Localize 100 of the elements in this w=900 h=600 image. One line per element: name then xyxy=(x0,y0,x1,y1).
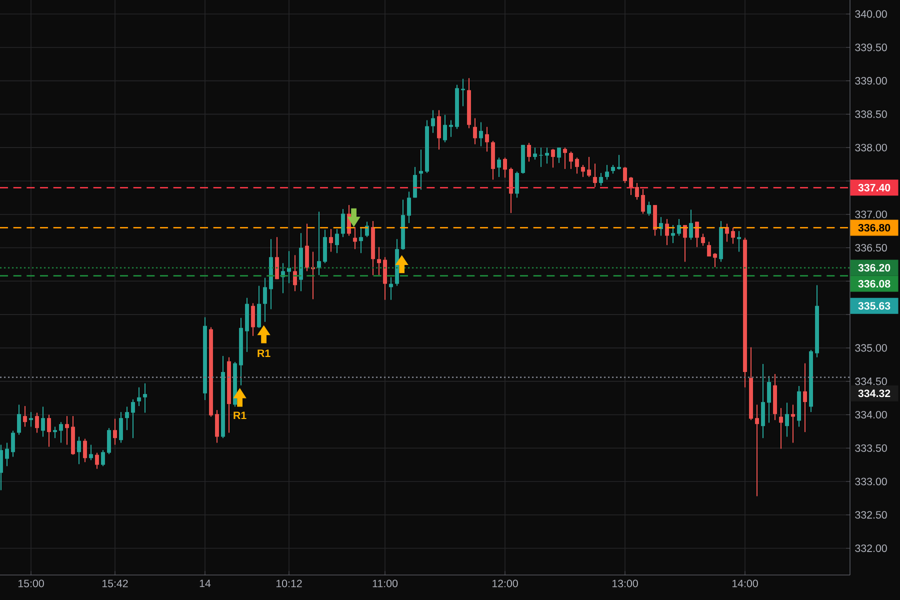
annotation: R1 xyxy=(234,412,246,420)
candlestick xyxy=(407,191,411,224)
x-tick-label: 10:12 xyxy=(276,580,302,588)
candlestick xyxy=(623,166,627,184)
candlestick xyxy=(17,404,21,436)
candlestick xyxy=(263,277,267,322)
candlestick xyxy=(65,416,69,446)
y-tick-label: 339.50 xyxy=(855,44,887,52)
candlestick xyxy=(689,209,693,240)
candlestick xyxy=(53,426,57,439)
candlestick xyxy=(551,148,555,168)
candlestick xyxy=(305,223,309,272)
candlestick xyxy=(287,250,291,284)
x-tick-label: 12:00 xyxy=(492,580,518,588)
candlestick xyxy=(779,408,783,450)
candlestick xyxy=(497,157,501,178)
y-tick-label: 334.00 xyxy=(855,410,887,418)
candlestick xyxy=(593,163,597,188)
candlestick xyxy=(503,157,507,178)
x-tick-label: 11:00 xyxy=(372,580,398,588)
candlestick xyxy=(59,422,63,444)
candlestick xyxy=(641,188,645,214)
ref-line-label: 337.40 xyxy=(858,184,890,192)
candlestick xyxy=(41,406,45,438)
candlestick xyxy=(5,442,9,467)
candlestick xyxy=(443,114,447,143)
candlestick xyxy=(437,110,441,150)
candlestick xyxy=(713,252,717,268)
y-tick-label: 340.00 xyxy=(855,10,887,18)
y-tick-label: 338.00 xyxy=(855,144,887,152)
x-tick-label: 14:00 xyxy=(732,580,758,588)
y-tick-label: 334.50 xyxy=(855,378,887,386)
candlestick xyxy=(635,182,639,200)
candlestick xyxy=(29,412,33,428)
ref-line-label: 336.20 xyxy=(858,264,890,272)
candlestick xyxy=(47,414,51,448)
candlestick xyxy=(329,228,333,252)
ref-line-label: 336.08 xyxy=(858,280,890,288)
y-tick-label: 332.00 xyxy=(855,544,887,552)
candlestick xyxy=(137,386,141,407)
candlestick xyxy=(605,164,609,180)
y-tick-label: 339.00 xyxy=(855,77,887,85)
candlestick xyxy=(449,120,453,138)
candlestick xyxy=(341,208,345,238)
x-tick-label: 15:42 xyxy=(102,580,128,588)
candlestick xyxy=(569,151,573,170)
candlestick xyxy=(629,176,633,196)
candlestick xyxy=(293,254,297,292)
candlestick xyxy=(101,450,105,467)
candlestick xyxy=(515,171,519,198)
candlestick xyxy=(527,142,531,162)
candlestick xyxy=(545,147,549,164)
candlestick xyxy=(131,398,135,439)
candlestick xyxy=(671,224,675,244)
candlestick xyxy=(113,418,117,446)
candlestick xyxy=(431,110,435,134)
candlestick xyxy=(0,444,3,491)
candlestick xyxy=(215,410,219,444)
candlestick xyxy=(23,406,27,428)
y-tick-label: 338.50 xyxy=(855,110,887,118)
candlestick xyxy=(119,412,123,444)
candlestick xyxy=(419,149,423,190)
y-tick-label: 335.00 xyxy=(855,344,887,352)
candlestick xyxy=(35,412,39,434)
candlestick xyxy=(317,211,321,276)
candlestick xyxy=(389,276,393,300)
x-tick-label: 13:00 xyxy=(612,580,638,588)
y-tick-label: 336.50 xyxy=(855,244,887,252)
candlestick xyxy=(731,227,735,244)
candlestick xyxy=(95,452,99,470)
candlestick xyxy=(89,444,93,461)
candlestick xyxy=(695,221,699,248)
ref-line-label: 336.80 xyxy=(858,224,890,232)
x-tick-label: 15:00 xyxy=(18,580,44,588)
candlestick xyxy=(533,147,537,160)
candlestick xyxy=(107,428,111,455)
candlestick xyxy=(11,430,15,458)
candlestick xyxy=(803,362,807,433)
y-tick-label: 332.50 xyxy=(855,511,887,519)
candlestick xyxy=(701,233,705,246)
candlestick xyxy=(125,406,129,431)
candlestick xyxy=(479,122,483,147)
candlestick xyxy=(251,302,255,336)
candlestick xyxy=(791,404,795,444)
text: 334.32 xyxy=(858,390,890,398)
candlestick xyxy=(257,285,261,328)
candlestick xyxy=(599,172,603,186)
candlestick xyxy=(737,230,741,252)
candlestick xyxy=(143,382,147,414)
annotation: R1 xyxy=(258,350,270,357)
candlestick xyxy=(575,157,579,174)
y-tick-label: 333.00 xyxy=(855,478,887,486)
candlestick xyxy=(485,126,489,152)
candlestick xyxy=(473,118,477,145)
candlestick xyxy=(647,201,651,216)
candlestick xyxy=(335,228,339,254)
x-tick-label: 14 xyxy=(200,580,211,588)
candlestick xyxy=(377,246,381,276)
candlestick xyxy=(581,164,585,178)
candlestick xyxy=(707,241,711,257)
